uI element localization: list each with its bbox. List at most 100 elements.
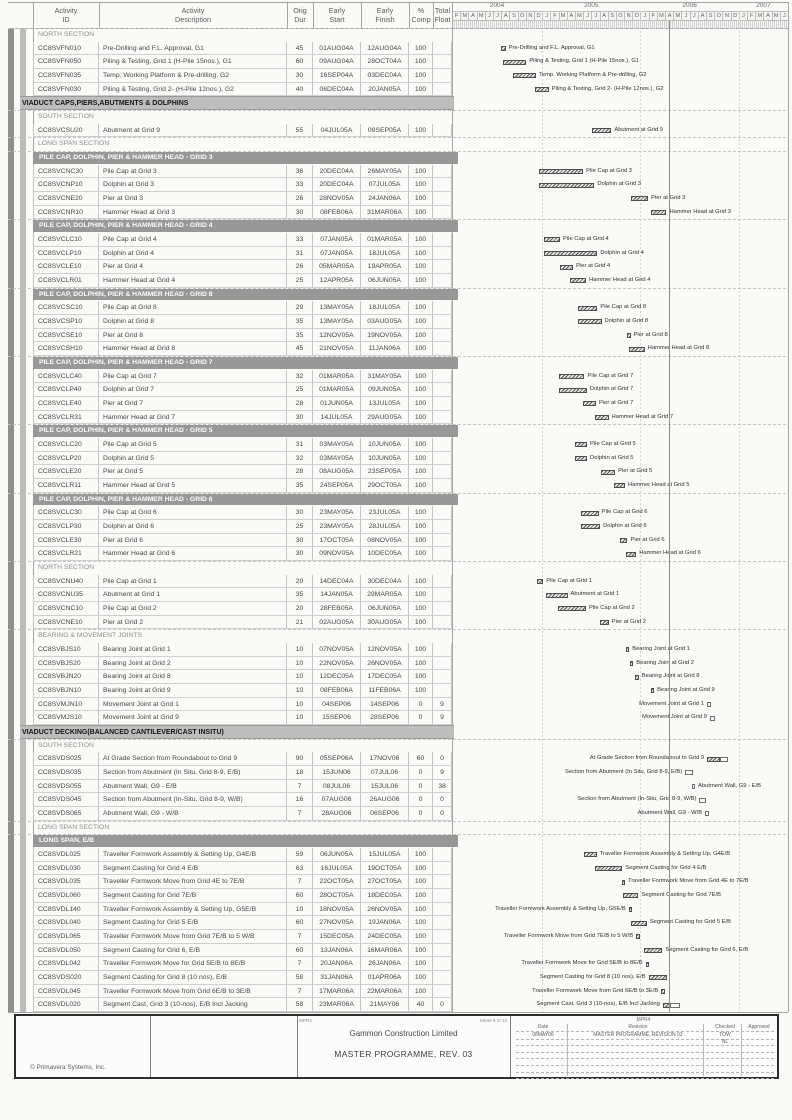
cell-activity-id: CC8SVDS025: [33, 752, 99, 766]
cell-orig-dur: 20: [287, 574, 313, 589]
section-separator-line: [8, 629, 788, 631]
section-separator-line: [8, 151, 788, 152]
cell-activity-description: Movement Joint at Grid 1: [99, 697, 287, 712]
column-header-line1: Orig: [293, 6, 307, 15]
year-boundary-line: [640, 11, 642, 1012]
cell-early-start: 13MAY05A: [313, 315, 361, 329]
gantt-bar-label: Hammer Head at Grid 5: [627, 482, 690, 488]
cell-activity-description: Pile Cap at Grid 8: [99, 301, 287, 315]
column-header-separator: [409, 2, 410, 28]
cell-pct-complete: 100: [409, 861, 433, 876]
cell-early-finish: 26MAY05A: [361, 164, 409, 179]
column-header-line1: Total: [434, 6, 451, 15]
cell-pct-complete: 0: [409, 779, 433, 794]
cell-pct-complete: 100: [409, 574, 433, 589]
column-header-line2: ID: [62, 14, 70, 24]
cell-early-start: 23MAY05A: [313, 506, 361, 520]
cell-total-float: 38: [433, 779, 452, 794]
cell-total-float: [433, 301, 452, 315]
cell-activity-id: CC8SVDL045: [33, 984, 99, 999]
table-row: CC8SVCNR10 Hammer Head at Grid 3 30 08FEB06…: [0, 205, 792, 220]
cell-orig-dur: 10: [287, 656, 313, 671]
gantt-bar-progress: [543, 237, 561, 243]
cell-early-finish: 18DEC05A: [361, 889, 409, 903]
cell-orig-dur: 10: [287, 902, 313, 917]
gantt-bar-label: Pier at Grid 2: [611, 618, 646, 625]
section-separator-line: [8, 356, 788, 357]
cell-activity-id: CC8SVDL042: [33, 957, 99, 971]
cell-total-float: [433, 889, 452, 903]
cell-activity-id: CC8SVDL030: [33, 861, 99, 876]
cell-early-start: 07AUG06: [313, 793, 361, 807]
cell-orig-dur: 7: [287, 875, 313, 889]
cell-early-finish: 16MAR06A: [361, 943, 409, 958]
cell-activity-id: CC8SVCNU35: [33, 588, 99, 602]
cell-orig-dur: 21: [287, 615, 313, 630]
year-label: 2007: [756, 2, 771, 9]
cell-total-float: [433, 260, 452, 274]
cell-early-finish: 01MAR05A: [361, 233, 409, 247]
gantt-bar-progress: [648, 975, 667, 981]
table-row: CC8SVDL035 Traveller Formwork Move from G…: [0, 875, 792, 889]
cell-early-finish: 19OCT05A: [361, 861, 409, 876]
cell-early-finish: 03DEC04A: [361, 69, 409, 83]
cell-activity-id: CC8SVCLE40: [33, 397, 99, 411]
gantt-bar-progress: [625, 647, 630, 653]
cell-pct-complete: 0: [409, 697, 433, 712]
cell-total-float: [433, 192, 452, 206]
section-separator-line: [8, 561, 788, 562]
table-row: CC8SVCLP10 Dolphin at Grid 4 31 07JAN05A 18J…: [0, 246, 792, 261]
cell-pct-complete: 100: [409, 930, 433, 944]
cell-early-finish: 21MAY06: [361, 998, 409, 1012]
cell-total-float: [433, 55, 452, 69]
cell-early-finish: 26NOV05A: [361, 902, 409, 917]
cell-early-start: 12DEC05A: [313, 670, 361, 684]
gantt-bar-label: Section from Abutment (In-Situ, Grid 8-9…: [577, 796, 697, 803]
cell-early-start: 28OCT05A: [313, 889, 361, 903]
subsection-label: LONG SPAN SECTION: [38, 823, 110, 831]
gantt-bar-progress: [578, 305, 598, 311]
cell-orig-dur: 7: [287, 779, 313, 794]
cell-activity-id: CC8SVDS045: [33, 793, 99, 807]
gantt-bar-label: Section from Abutment (In Situ, Grid 8-9…: [564, 769, 683, 776]
table-row: CC8SVCSH10 Hammer Head at Grid 8 45 21NOV05…: [0, 342, 792, 356]
table-row: CC8SVDL060 Segment Casting for Grid 7E/B 6…: [0, 889, 792, 903]
dark-section-band: PILE CAP, DOLPHIN, PIER & HAMMER HEAD - …: [33, 493, 458, 506]
cell-activity-id: CC8SVCSC10: [33, 301, 99, 315]
cell-early-finish: 29OCT05A: [361, 479, 409, 493]
table-row: CC8SVDS020 Segment Casting for Grid 8 (10…: [0, 971, 792, 985]
table-row: CC8SVDS045 Section from Abutment (In-Situ…: [0, 793, 792, 807]
cell-pct-complete: 0: [409, 766, 433, 780]
table-row: CC8SVCLC20 Pile Cap at Grid 5 31 03MAY05A 10…: [0, 438, 792, 452]
cell-early-start: 09AUG04A: [313, 55, 361, 69]
cell-activity-id: CC8SVDL035: [33, 875, 99, 889]
cell-orig-dur: 35: [287, 588, 313, 602]
column-header-id: Activity ID: [33, 2, 99, 33]
cell-orig-dur: 32: [287, 369, 313, 384]
cell-orig-dur: 10: [287, 643, 313, 657]
cell-pct-complete: 40: [409, 998, 433, 1012]
cell-activity-id: CC8SVCLR31: [33, 410, 99, 425]
year-label: 2005: [584, 2, 599, 9]
cell-early-start: 15DEC05A: [313, 930, 361, 944]
gantt-bar-label: Traveller Formwork Move from Grid 4E to …: [628, 878, 749, 885]
gantt-bar-label: Traveller Formwork Assembly & Setting Up…: [599, 851, 731, 858]
cell-orig-dur: 35: [287, 479, 313, 493]
table-row: CC8SVCLE20 Pier at Grid 5 28 08AUG05A 23SEP0…: [0, 465, 792, 479]
cell-activity-id: CC8SVCLC30: [33, 506, 99, 520]
gantt-bar-progress-part: [707, 756, 720, 762]
column-header-line2: Float: [434, 14, 451, 24]
cell-early-finish: 11FEB06A: [361, 684, 409, 698]
cell-activity-description: Section from Abutment (In Situ, Grid 8-9…: [99, 766, 287, 780]
gantt-bar-progress: [594, 415, 609, 420]
section-band: NORTH SECTION: [0, 561, 792, 575]
cell-early-start: 16SEP04A: [313, 69, 361, 83]
table-bottom-border: [8, 1012, 788, 1013]
cell-total-float: [433, 971, 452, 985]
column-header-comp: % Comp: [409, 2, 433, 33]
year-label: 2006: [682, 2, 697, 9]
top-border: [8, 2, 788, 3]
cell-activity-description: Movement Joint at Grid 9: [99, 711, 287, 725]
gantt-bar-early: [699, 797, 707, 803]
cell-activity-description: Pier at Grid 4: [99, 260, 287, 274]
